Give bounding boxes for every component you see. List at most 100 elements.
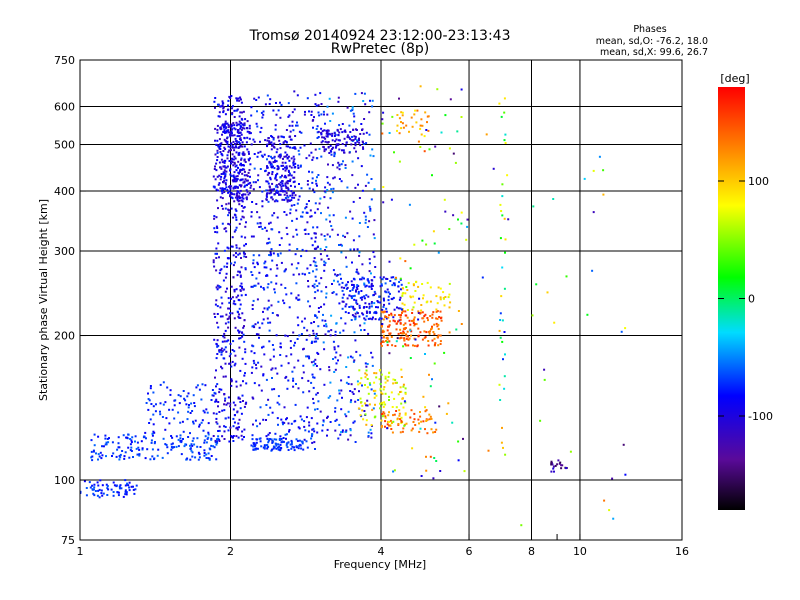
data-point — [288, 429, 291, 431]
data-point — [324, 140, 327, 143]
data-point — [279, 435, 282, 438]
data-point — [127, 484, 130, 487]
data-point — [349, 401, 352, 404]
data-point — [243, 405, 246, 408]
data-point — [215, 458, 218, 461]
data-point — [219, 151, 222, 153]
data-point — [224, 375, 227, 378]
data-point — [378, 378, 381, 381]
data-point — [241, 111, 243, 114]
data-point — [222, 107, 225, 110]
data-point — [253, 153, 256, 155]
data-point — [437, 334, 440, 337]
data-point — [364, 376, 367, 379]
data-point — [118, 487, 121, 490]
data-point — [198, 388, 201, 391]
data-point — [249, 132, 252, 135]
data-point — [314, 448, 316, 450]
data-point — [244, 161, 247, 163]
data-point — [249, 163, 252, 166]
data-point — [92, 492, 95, 495]
data-point — [406, 316, 409, 319]
data-point — [301, 215, 304, 218]
data-point — [381, 392, 384, 395]
data-point — [391, 406, 394, 408]
data-point — [611, 477, 614, 480]
data-point — [363, 322, 366, 325]
data-point — [276, 267, 279, 270]
data-point — [400, 420, 403, 423]
data-point — [128, 456, 131, 459]
data-point — [234, 128, 237, 131]
data-point — [312, 332, 315, 335]
data-point — [248, 137, 251, 140]
data-point — [101, 494, 104, 497]
data-point — [260, 445, 263, 448]
data-point — [234, 229, 237, 232]
data-point — [265, 404, 268, 406]
data-point — [326, 189, 329, 191]
data-point — [229, 97, 232, 99]
data-point — [97, 435, 100, 438]
data-point — [289, 184, 292, 187]
data-point — [361, 129, 363, 131]
data-point — [276, 192, 279, 194]
data-point — [271, 259, 274, 262]
data-point — [246, 175, 249, 178]
data-point — [308, 200, 310, 202]
data-point — [352, 200, 355, 203]
data-point — [374, 292, 377, 295]
data-point — [403, 338, 406, 341]
data-point — [455, 328, 458, 331]
data-point — [293, 449, 296, 452]
data-point — [221, 192, 224, 195]
data-point — [417, 318, 420, 321]
data-point — [234, 303, 237, 306]
data-point — [387, 291, 390, 294]
data-point — [294, 147, 297, 150]
data-point — [358, 139, 360, 142]
data-point — [361, 276, 364, 279]
data-point — [487, 449, 490, 452]
data-point — [331, 139, 334, 142]
data-point — [373, 276, 376, 279]
data-point — [460, 211, 463, 214]
data-point — [243, 127, 246, 130]
data-point — [147, 398, 150, 400]
data-point — [237, 132, 240, 135]
data-point — [371, 105, 374, 108]
data-point — [223, 438, 226, 440]
data-point — [151, 434, 154, 437]
data-point — [242, 333, 245, 336]
data-point — [232, 187, 235, 190]
data-point — [290, 157, 293, 160]
data-point — [175, 445, 178, 448]
data-point — [316, 226, 319, 229]
data-point — [354, 92, 357, 95]
data-point — [275, 191, 278, 194]
data-point — [118, 485, 121, 488]
data-point — [88, 481, 91, 484]
data-point — [440, 319, 443, 322]
data-point — [249, 175, 251, 178]
data-point — [159, 410, 161, 413]
data-point — [452, 214, 455, 217]
data-point — [235, 175, 238, 178]
data-point — [220, 158, 223, 161]
data-point — [557, 459, 560, 462]
data-point — [221, 154, 224, 157]
data-point — [263, 262, 266, 265]
data-point — [219, 187, 222, 190]
data-point — [323, 383, 326, 386]
data-point — [337, 134, 340, 136]
data-point — [242, 168, 244, 171]
data-point — [228, 307, 231, 310]
data-point — [224, 322, 227, 325]
data-point — [373, 219, 376, 222]
data-point — [259, 131, 262, 134]
data-point — [270, 304, 273, 307]
data-point — [326, 133, 329, 136]
data-point — [203, 449, 206, 452]
data-point — [338, 131, 341, 134]
data-point — [332, 187, 335, 190]
